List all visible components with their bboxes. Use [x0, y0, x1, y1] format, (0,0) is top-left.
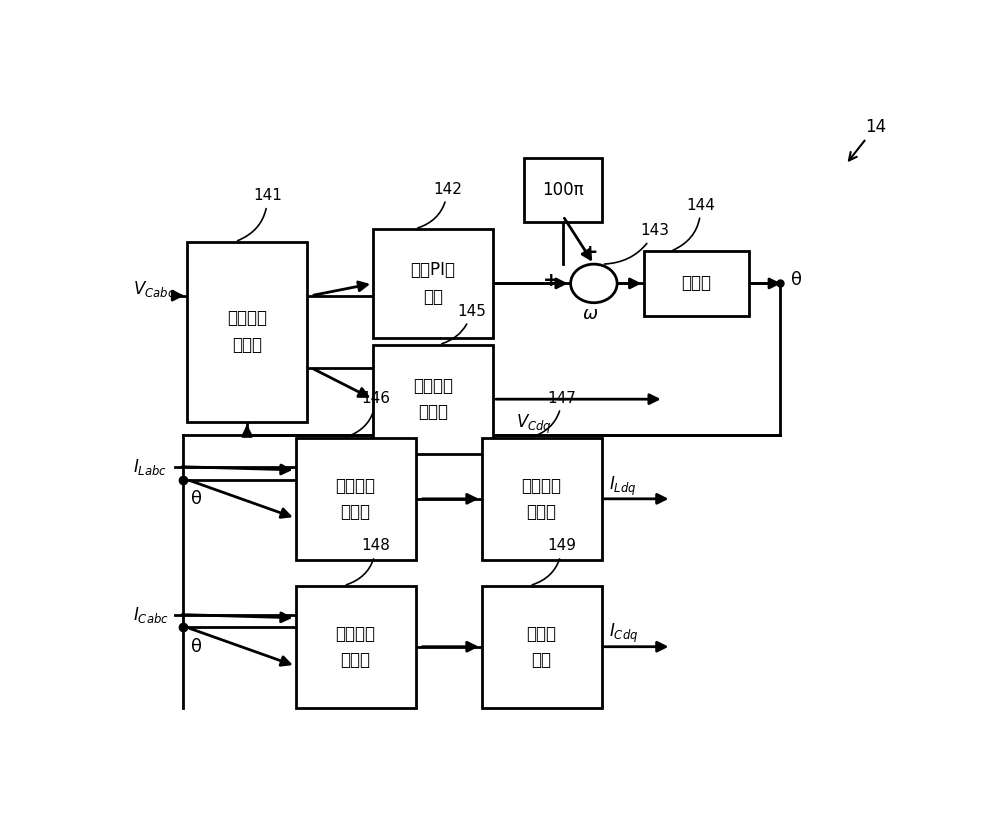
- Text: 第二坐标
变换器: 第二坐标 变换器: [336, 477, 376, 521]
- Text: 148: 148: [346, 539, 390, 584]
- Text: 143: 143: [604, 224, 669, 264]
- Text: 145: 145: [442, 304, 486, 344]
- Bar: [187, 241, 307, 422]
- Text: 141: 141: [238, 188, 282, 240]
- Text: $V_{Cdq}$: $V_{Cdq}$: [516, 413, 552, 437]
- Text: 14: 14: [849, 118, 886, 160]
- Text: 第三坐标
变换器: 第三坐标 变换器: [336, 625, 376, 669]
- Text: ω: ω: [582, 306, 598, 323]
- Text: 第一PI控
制器: 第一PI控 制器: [411, 261, 456, 306]
- Text: 149: 149: [532, 539, 577, 584]
- Text: 100π: 100π: [542, 181, 584, 200]
- Bar: [373, 229, 493, 338]
- Text: 高通滤
波器: 高通滤 波器: [527, 625, 557, 669]
- Text: $I_{Labc}$: $I_{Labc}$: [133, 457, 167, 477]
- Text: $I_{Cabc}$: $I_{Cabc}$: [133, 605, 169, 625]
- Text: 147: 147: [532, 391, 576, 437]
- Bar: [296, 585, 416, 708]
- Bar: [296, 438, 416, 560]
- Text: 144: 144: [673, 198, 715, 250]
- Bar: [373, 345, 493, 454]
- Bar: [482, 438, 602, 560]
- Bar: [644, 251, 749, 316]
- Text: 146: 146: [346, 391, 391, 437]
- Text: $I_{Cdq}$: $I_{Cdq}$: [609, 622, 639, 645]
- Text: 第一低通
滤波器: 第一低通 滤波器: [413, 377, 453, 422]
- Text: $I_{Ldq}$: $I_{Ldq}$: [609, 474, 637, 498]
- Text: θ: θ: [191, 490, 202, 508]
- Text: 第二低通
滤波器: 第二低通 滤波器: [522, 477, 562, 521]
- Text: 第一坐标
变换器: 第一坐标 变换器: [227, 310, 267, 354]
- Bar: [482, 585, 602, 708]
- Text: +: +: [582, 243, 598, 262]
- Text: $V_{Cabc}$: $V_{Cabc}$: [133, 279, 175, 299]
- Text: θ: θ: [191, 638, 202, 655]
- Bar: [524, 158, 602, 222]
- Text: θ: θ: [792, 271, 802, 289]
- Text: 积分器: 积分器: [682, 275, 712, 292]
- Circle shape: [571, 264, 617, 303]
- Text: +: +: [543, 271, 560, 290]
- Text: 142: 142: [418, 182, 462, 228]
